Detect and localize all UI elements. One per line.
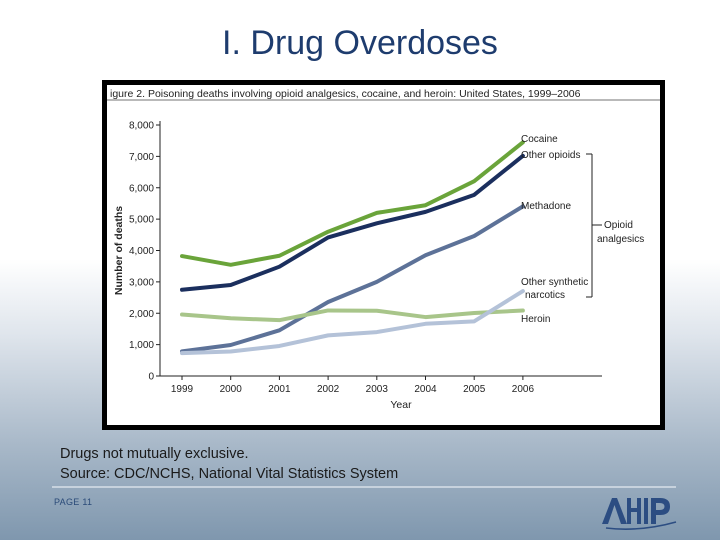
chart-panel: igure 2. Poisoning deaths involving opio…: [106, 84, 661, 426]
slide-notes: Drugs not mutually exclusive. Source: CD…: [60, 444, 398, 484]
x-tick-label: 2006: [512, 384, 535, 395]
x-tick-label: 2001: [268, 384, 291, 395]
x-tick-label: 2005: [463, 384, 486, 395]
y-tick-label: 2,000: [129, 309, 154, 320]
series-label-other-synthetic-line1: Other synthetic: [521, 277, 588, 288]
y-tick-label: 3,000: [129, 277, 154, 288]
series-line-heroin: [180, 308, 525, 323]
page-number: PAGE 11: [54, 497, 93, 507]
ahip-logo: [602, 498, 677, 530]
line-chart: igure 2. Poisoning deaths involving opio…: [107, 88, 660, 411]
series-line-other-synthetic-narcotics: [180, 289, 525, 356]
bracket-label-opioid: Opioid: [604, 220, 633, 231]
series-line-methadone: [180, 204, 525, 354]
y-tick-label: 1,000: [129, 340, 154, 351]
series-label-methadone: Methadone: [521, 201, 571, 212]
chart-title: igure 2. Poisoning deaths involving opio…: [110, 88, 581, 100]
series-line-other-opioids: [180, 153, 525, 292]
note-source: Source: CDC/NCHS, National Vital Statist…: [60, 466, 399, 482]
series-label-cocaine: Cocaine: [521, 134, 558, 145]
y-tick-label: 0: [148, 372, 154, 383]
series-label-heroin: Heroin: [521, 314, 550, 325]
series-label-other-synthetic-line2: narcotics: [525, 290, 565, 301]
chart-figure: igure 2. Poisoning deaths involving opio…: [102, 80, 665, 430]
y-tick-label: 8,000: [129, 121, 154, 132]
x-axis-title: Year: [390, 399, 412, 411]
x-tick-label: 2000: [220, 384, 243, 395]
x-tick-label: 1999: [171, 384, 194, 395]
series-line-cocaine: [180, 140, 525, 267]
y-tick-label: 4,000: [129, 246, 154, 257]
x-tick-label: 2002: [317, 384, 340, 395]
x-tick-label: 2003: [366, 384, 389, 395]
x-tick-label: 2004: [414, 384, 437, 395]
slide-title: I. Drug Overdoses: [222, 24, 498, 62]
note-not-exclusive: Drugs not mutually exclusive.: [60, 446, 249, 462]
series-label-other-opioids: Other opioids: [521, 150, 580, 161]
y-tick-label: 5,000: [129, 215, 154, 226]
y-axis-title: Number of deaths: [113, 206, 125, 295]
footer-divider: [52, 486, 676, 488]
y-tick-label: 7,000: [129, 152, 154, 163]
y-tick-label: 6,000: [129, 183, 154, 194]
bracket-label-analgesics: analgesics: [597, 234, 644, 245]
